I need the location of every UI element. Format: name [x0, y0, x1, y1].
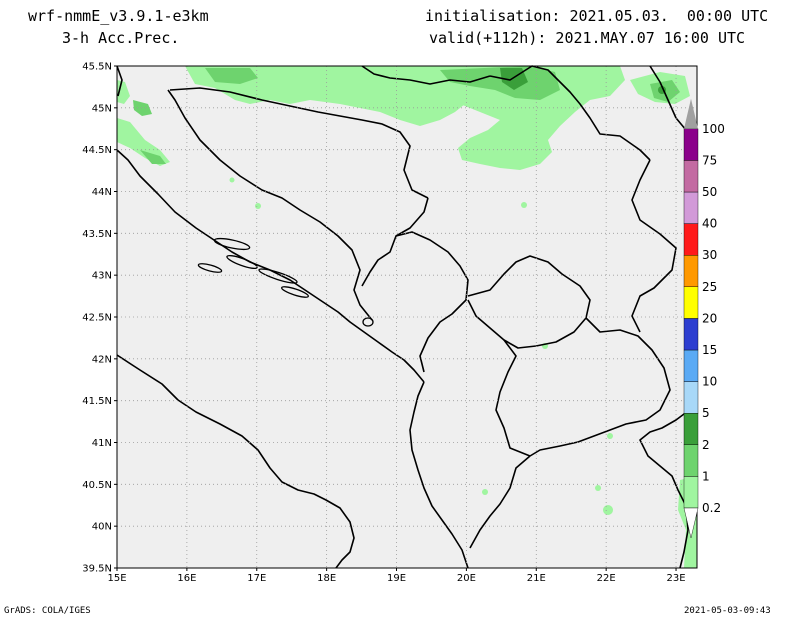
lat-label: 41N — [92, 438, 112, 449]
colorbar-label: 30 — [702, 248, 717, 262]
colorbar-box — [683, 381, 699, 414]
precip-dot — [229, 177, 235, 183]
colorbar-box — [683, 286, 699, 319]
italy-coastline — [116, 354, 355, 569]
precipitation-areas — [117, 66, 697, 568]
precip-patch-northeast — [395, 66, 625, 170]
colorbar-box — [683, 444, 699, 477]
precip-patch-north — [185, 66, 470, 126]
lon-label: 16E — [177, 573, 196, 584]
lon-label: 15E — [107, 573, 126, 584]
colorbar-label: 20 — [702, 311, 717, 325]
precip-dot — [603, 505, 613, 515]
lat-label: 42N — [92, 354, 112, 365]
product-title: 3-h Acc.Prec. — [62, 29, 180, 47]
lat-label: 44.5N — [82, 145, 112, 156]
serbia-romania-border — [489, 65, 651, 161]
macedonia-bulgaria-border — [529, 317, 671, 457]
valid-time: valid(+112h): 2021.MAY.07 16:00 UTC — [429, 29, 746, 47]
sava-river-border — [169, 87, 429, 199]
colorbar-label: 5 — [702, 406, 710, 420]
precip-medium-patch — [140, 150, 166, 164]
lat-label: 42.5N — [82, 313, 112, 324]
greece-border — [469, 455, 531, 549]
precip-dot — [255, 203, 261, 209]
colorbar-label: 50 — [702, 185, 717, 199]
adriatic-coastline-south — [409, 381, 469, 569]
montenegro-border — [395, 231, 469, 373]
island — [213, 237, 251, 251]
colorbar-label: 10 — [702, 375, 717, 389]
adriatic-islands — [197, 237, 374, 327]
lon-label: 23E — [667, 573, 686, 584]
island — [226, 254, 258, 270]
map-grid — [117, 66, 697, 568]
croatia-bosnia-border — [167, 89, 373, 321]
lon-label: 17E — [247, 573, 266, 584]
lat-label: 44N — [92, 187, 112, 198]
grads-credit: GrADS: COLA/IGES — [4, 606, 91, 616]
latitude-labels: 45.5N 45N 44.5N 44N 43.5N 43N 42.5N 42N 41.5N 41N… — [82, 62, 117, 575]
colorbar-label: 40 — [702, 217, 717, 231]
lat-label: 39.5N — [82, 564, 112, 575]
precip-dot — [607, 433, 613, 439]
island — [362, 317, 374, 327]
bosnia-serbia-border — [361, 197, 429, 287]
precip-dot — [521, 202, 527, 208]
precip-medium-patch — [440, 66, 560, 100]
island — [258, 268, 298, 284]
bulgaria-border — [631, 159, 677, 333]
precip-dot — [595, 485, 601, 491]
island — [197, 263, 223, 273]
colorbar-label: 100 — [702, 122, 725, 136]
colorbar-label: 15 — [702, 343, 717, 357]
model-title: wrf-nmmE_v3.9.1-e3km — [28, 7, 209, 25]
lon-label: 18E — [317, 573, 336, 584]
adriatic-coastline-north — [116, 149, 425, 383]
lat-label: 43.5N — [82, 229, 112, 240]
precip-medium-patch — [205, 68, 258, 84]
colorbar-box — [683, 413, 699, 446]
longitude-labels: 15E 16E 17E 18E 19E 20E 21E 22E 23E — [107, 568, 686, 584]
colorbar-box — [683, 160, 699, 193]
colorbar-label: 0.2 — [702, 501, 721, 515]
lon-label: 20E — [457, 573, 476, 584]
colorbar-bottom-arrow — [683, 507, 699, 539]
render-timestamp: 2021-05-03-09:43 — [684, 606, 771, 616]
colorbar-box — [683, 476, 699, 509]
colorbar-box — [683, 318, 699, 351]
serbia-hungary-border — [361, 65, 491, 85]
colorbar-top-arrow — [684, 98, 698, 129]
lat-label: 40.5N — [82, 480, 112, 491]
colorbar-box — [683, 191, 699, 224]
italy-east-coast — [116, 65, 123, 97]
lat-label: 45.5N — [82, 62, 112, 73]
colorbar-box — [683, 223, 699, 256]
coastlines-and-borders — [116, 65, 698, 569]
lat-label: 41.5N — [82, 396, 112, 407]
lon-label: 19E — [387, 573, 406, 584]
colorbar-box — [683, 349, 699, 382]
lat-label: 43N — [92, 271, 112, 282]
initialisation-time: initialisation: 2021.05.03. 00:00 UTC — [425, 7, 769, 25]
colorbar-label: 1 — [702, 469, 710, 483]
aegean-coast — [639, 407, 698, 569]
colorbar-label: 75 — [702, 153, 717, 167]
colorbar-box — [683, 128, 699, 161]
lat-label: 40N — [92, 522, 112, 533]
colorbar-box — [683, 254, 699, 287]
precip-patch-coast — [117, 118, 170, 166]
lon-label: 21E — [527, 573, 546, 584]
precip-medium-patch — [133, 100, 152, 116]
colorbar-label: 2 — [702, 438, 710, 452]
lat-label: 45N — [92, 103, 112, 114]
island — [281, 286, 309, 298]
colorbar-label: 25 — [702, 280, 717, 294]
precip-dot — [482, 489, 488, 495]
lon-label: 22E — [597, 573, 616, 584]
kosovo-border — [467, 255, 591, 349]
